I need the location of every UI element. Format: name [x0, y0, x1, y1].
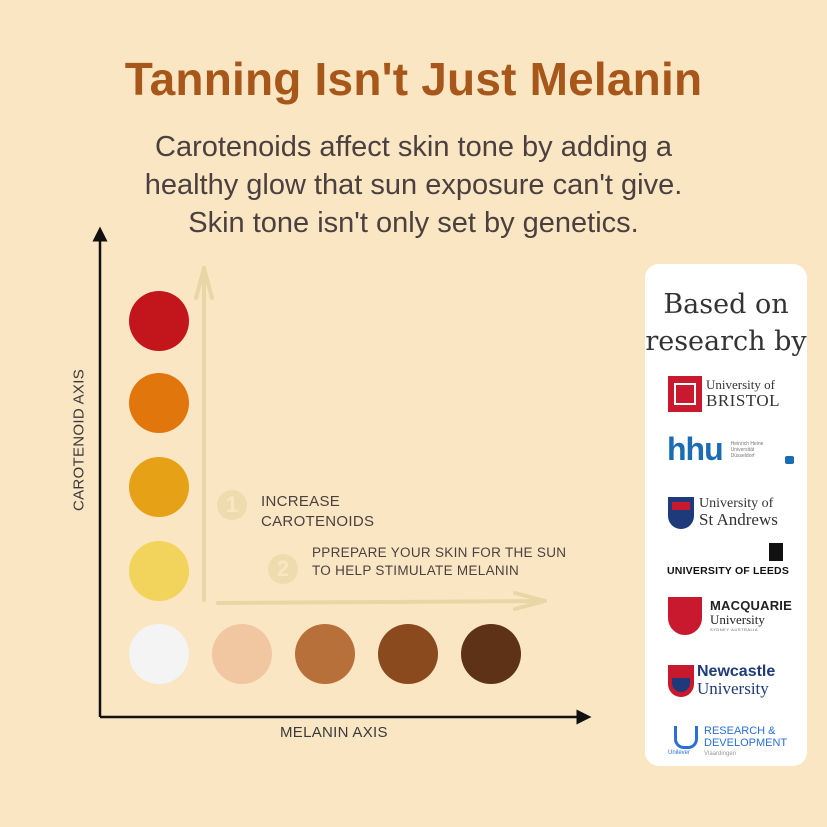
research-heading-line: Based on	[663, 289, 789, 320]
hhu-logo: hhu Heinrich Heine Universität Düsseldor…	[667, 431, 794, 468]
melanin-swatch	[378, 624, 438, 684]
logo-text: University	[697, 679, 769, 698]
subtitle-line: Skin tone isn't only set by genetics.	[188, 207, 639, 239]
logo-text: hhu	[667, 431, 724, 467]
research-card: Based on research by University of BRIST…	[645, 264, 807, 766]
macquarie-crest-icon	[668, 597, 702, 635]
step-1-line: CAROTENOIDS	[261, 513, 375, 530]
bristol-crest-icon	[668, 376, 702, 412]
bristol-logo: University of BRISTOL	[668, 376, 780, 412]
st-andrews-logo: University of St Andrews	[668, 496, 778, 529]
step-1-badge: 1	[217, 490, 247, 520]
leeds-tower-icon	[769, 543, 784, 561]
subtitle-line: healthy glow that sun exposure can't giv…	[144, 169, 683, 201]
newcastle-crest-icon	[668, 664, 694, 697]
unilever-logo: RESEARCH & DEVELOPMENT Vlaardingen	[668, 724, 787, 760]
macquarie-logo: MACQUARIE University SYDNEY·AUSTRALIA	[668, 597, 792, 635]
logo-text: BRISTOL	[706, 391, 781, 410]
carotenoid-guide-arrow	[194, 266, 214, 602]
melanin-swatch	[212, 624, 272, 684]
subtitle: Carotenoids affect skin tone by adding a…	[60, 128, 767, 242]
melanin-guide-arrow	[216, 591, 547, 611]
logo-text: DEVELOPMENT	[704, 737, 788, 749]
logo-text: RESEARCH &	[704, 725, 776, 737]
logo-text: University	[710, 612, 765, 627]
logo-text: University of	[699, 496, 774, 511]
carotenoid-swatch	[129, 373, 189, 433]
melanin-swatch	[129, 624, 189, 684]
leeds-logo: UNIVERSITY OF LEEDS	[667, 543, 789, 577]
y-axis-label: CAROTENOID AXIS	[70, 368, 88, 512]
unilever-u-icon	[668, 724, 700, 760]
melanin-swatch	[461, 624, 521, 684]
logo-text: Düsseldorf	[730, 452, 755, 459]
logo-text: SYDNEY·AUSTRALIA	[710, 627, 759, 632]
st-andrews-crest-icon	[668, 496, 694, 529]
step-2-line: TO HELP STIMULATE MELANIN	[312, 563, 520, 578]
step-2-badge: 2	[268, 554, 298, 584]
logo-text: MACQUARIE	[710, 598, 792, 613]
carotenoid-swatch	[129, 291, 189, 351]
swatch-group	[129, 291, 521, 684]
logo-text: Newcastle	[697, 663, 776, 680]
logo-text: Universität	[730, 446, 755, 453]
logo-text: Heinrich Heine	[730, 440, 764, 447]
step-2-line: PPREPARE YOUR SKIN FOR THE SUN	[312, 545, 567, 560]
step-1-line: INCREASE	[261, 493, 341, 510]
melanin-swatch	[295, 624, 355, 684]
page-title: Tanning Isn't Just Melanin	[124, 53, 703, 105]
newcastle-logo: Newcastle University	[668, 663, 775, 698]
logo-text: Vlaardingen	[704, 751, 737, 757]
carotenoid-swatch	[129, 541, 189, 601]
hhu-dot-icon	[785, 456, 794, 464]
x-axis-label: MELANIN AXIS	[280, 724, 388, 741]
logo-text: UNIVERSITY OF LEEDS	[667, 565, 790, 577]
research-heading: Based on research by	[645, 286, 807, 360]
research-heading-line: research by	[645, 326, 807, 357]
logo-text: University of	[706, 377, 775, 392]
carotenoid-swatch	[129, 457, 189, 517]
step-1-text: INCREASE CAROTENOIDS	[261, 492, 374, 532]
subtitle-line: Carotenoids affect skin tone by adding a	[155, 131, 672, 163]
step-2-text: PPREPARE YOUR SKIN FOR THE SUN TO HELP S…	[312, 544, 566, 580]
logo-text: St Andrews	[699, 510, 778, 529]
